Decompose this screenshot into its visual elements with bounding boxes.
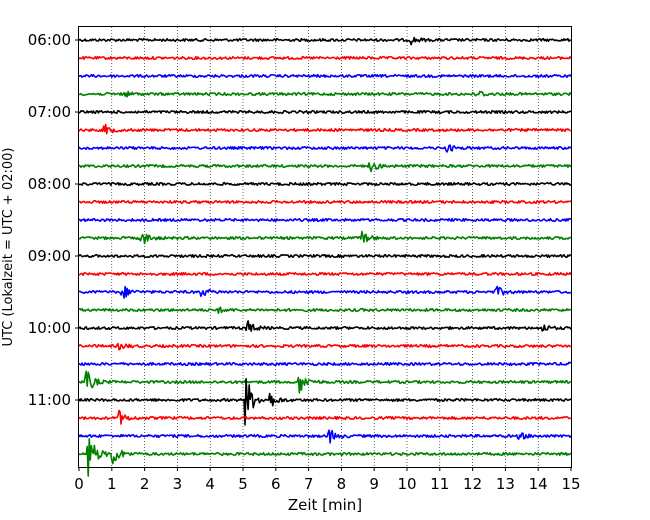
seismic-trace bbox=[78, 378, 572, 426]
x-tick-label: 7 bbox=[304, 475, 314, 493]
seismic-trace bbox=[78, 285, 572, 299]
traces bbox=[78, 36, 572, 477]
axis-ticks: 0 1 2 3 4 5 6 7 8 9 10 11 12 13 14 1506:0007:0008:0009:… bbox=[28, 31, 581, 493]
seismic-trace bbox=[78, 320, 572, 332]
seismic-trace bbox=[78, 36, 572, 46]
x-tick-label: 13 bbox=[496, 475, 515, 493]
seismic-trace bbox=[78, 123, 572, 135]
x-tick-label: 12 bbox=[463, 475, 482, 493]
seismic-trace bbox=[78, 217, 572, 223]
x-tick-label: 5 bbox=[238, 475, 248, 493]
seismic-trace bbox=[78, 162, 572, 173]
seismic-trace bbox=[78, 109, 572, 115]
y-tick-label: 09:00 bbox=[28, 247, 71, 265]
seismic-trace bbox=[78, 230, 572, 245]
grid-lines bbox=[111, 27, 539, 467]
seismic-trace bbox=[78, 90, 572, 98]
x-tick-label: 8 bbox=[337, 475, 347, 493]
x-tick-label: 14 bbox=[529, 475, 548, 493]
seismic-trace bbox=[78, 55, 572, 61]
x-tick-label: 4 bbox=[205, 475, 215, 493]
x-tick-label: 1 bbox=[107, 475, 117, 493]
x-tick-label: 6 bbox=[271, 475, 281, 493]
x-tick-label: 10 bbox=[397, 475, 416, 493]
seismic-trace bbox=[78, 306, 572, 314]
seismic-trace bbox=[78, 370, 572, 394]
y-axis-label: UTC (Lokalzeit = UTC + 02:00) bbox=[1, 148, 16, 347]
seismic-trace bbox=[78, 438, 572, 477]
seismic-trace bbox=[78, 144, 572, 153]
seismic-trace bbox=[78, 361, 572, 367]
seismic-trace bbox=[78, 271, 572, 277]
seismic-trace bbox=[78, 181, 572, 187]
seismic-trace bbox=[78, 253, 572, 259]
y-tick-label: 11:00 bbox=[28, 391, 71, 409]
seismic-trace bbox=[78, 342, 572, 351]
seismic-trace bbox=[78, 429, 572, 444]
x-tick-label: 11 bbox=[430, 475, 449, 493]
y-tick-label: 08:00 bbox=[28, 175, 71, 193]
x-tick-label: 15 bbox=[561, 475, 580, 493]
x-tick-label: 9 bbox=[369, 475, 379, 493]
x-axis-label: Zeit [min] bbox=[288, 496, 362, 514]
seismic-trace bbox=[78, 73, 572, 79]
y-tick-label: 07:00 bbox=[28, 103, 71, 121]
y-tick-label: 10:00 bbox=[28, 319, 71, 337]
y-tick-label: 06:00 bbox=[28, 31, 71, 49]
seismic-trace bbox=[78, 409, 572, 425]
x-tick-label: 2 bbox=[140, 475, 150, 493]
x-tick-label: 0 bbox=[74, 475, 84, 493]
seismic-trace bbox=[78, 199, 572, 205]
x-tick-label: 3 bbox=[173, 475, 183, 493]
plot-frame bbox=[78, 26, 572, 468]
